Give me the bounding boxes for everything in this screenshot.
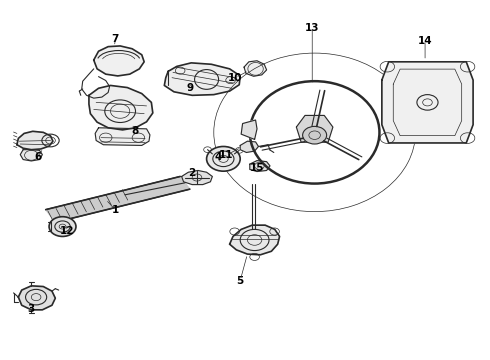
Text: 13: 13 (305, 23, 319, 33)
Polygon shape (89, 85, 153, 130)
Polygon shape (250, 161, 270, 171)
Text: 4: 4 (215, 152, 222, 162)
Polygon shape (95, 128, 150, 145)
Text: 1: 1 (112, 205, 119, 215)
Polygon shape (94, 46, 144, 76)
Text: 3: 3 (28, 304, 35, 314)
Polygon shape (17, 131, 53, 150)
Polygon shape (46, 176, 190, 222)
Polygon shape (20, 150, 42, 161)
Text: 6: 6 (34, 152, 41, 162)
Text: 14: 14 (418, 36, 432, 46)
Polygon shape (382, 62, 473, 143)
Text: 9: 9 (186, 83, 194, 93)
Text: 12: 12 (60, 226, 74, 236)
Text: 11: 11 (219, 150, 233, 160)
Circle shape (207, 147, 240, 171)
Polygon shape (296, 116, 333, 142)
Text: 5: 5 (237, 275, 244, 285)
Text: 8: 8 (131, 126, 138, 136)
Circle shape (303, 126, 327, 144)
Polygon shape (241, 120, 257, 139)
Polygon shape (182, 171, 212, 185)
Text: 2: 2 (189, 168, 196, 178)
Text: 15: 15 (250, 163, 264, 173)
Text: 7: 7 (112, 34, 119, 44)
Text: 10: 10 (228, 73, 243, 83)
Polygon shape (244, 61, 267, 76)
Polygon shape (18, 286, 55, 310)
Polygon shape (230, 225, 280, 255)
Circle shape (49, 217, 76, 237)
Polygon shape (240, 141, 258, 153)
Polygon shape (164, 63, 240, 95)
